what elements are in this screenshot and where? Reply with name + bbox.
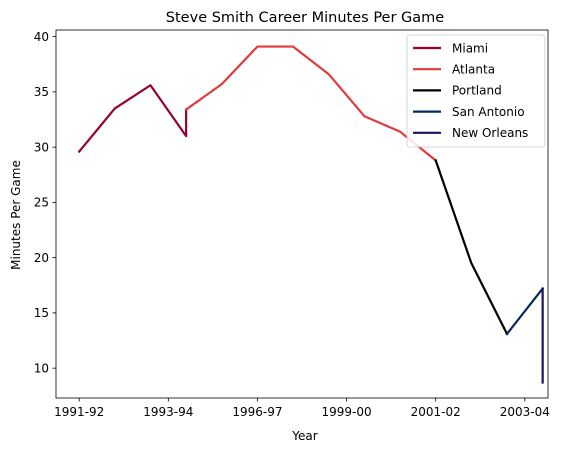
legend-label: Portland: [452, 84, 502, 98]
x-tick-label: 1996-97: [232, 405, 282, 419]
x-tick-label: 1991-92: [54, 405, 104, 419]
x-tick-label: 1999-00: [321, 405, 371, 419]
y-tick-label: 35: [34, 85, 49, 99]
legend-box: [406, 34, 546, 148]
y-axis-label: Minutes Per Game: [9, 160, 23, 270]
y-tick-label: 30: [34, 140, 49, 154]
series-line-san-antonio: [505, 287, 545, 336]
chart-title: Steve Smith Career Minutes Per Game: [166, 10, 444, 26]
x-tick-label: 2001-02: [411, 405, 461, 419]
legend-label: San Antonio: [452, 105, 525, 119]
legend-label: Atlanta: [452, 63, 495, 77]
plot-frame: [55, 29, 549, 399]
y-axis: 10 15 20 25 30 35 40: [34, 30, 56, 375]
legend-label: New Orleans: [452, 126, 528, 140]
x-axis: 1991-92 1993-94 1996-97 1999-00 2001-02 2003-…: [54, 398, 550, 419]
y-tick-label: 20: [34, 251, 49, 265]
y-tick-label: 15: [34, 306, 49, 320]
y-tick-label: 40: [34, 30, 49, 44]
plot-area: [55, 29, 549, 399]
x-axis-label: Year: [291, 429, 317, 443]
y-tick-label: 25: [34, 196, 49, 210]
series-line-portland: [434, 159, 509, 336]
x-tick-label: 2003-04: [500, 405, 550, 419]
legend: Miami Atlanta Portland San Antonio New Orlea…: [406, 34, 546, 148]
x-tick-label: 1993-94: [143, 405, 193, 419]
y-tick-label: 10: [34, 361, 49, 375]
series-line-miami: [77, 84, 188, 154]
legend-label: Miami: [452, 41, 488, 55]
series-line-atlanta: [184, 45, 438, 162]
series-lines: [77, 45, 545, 384]
